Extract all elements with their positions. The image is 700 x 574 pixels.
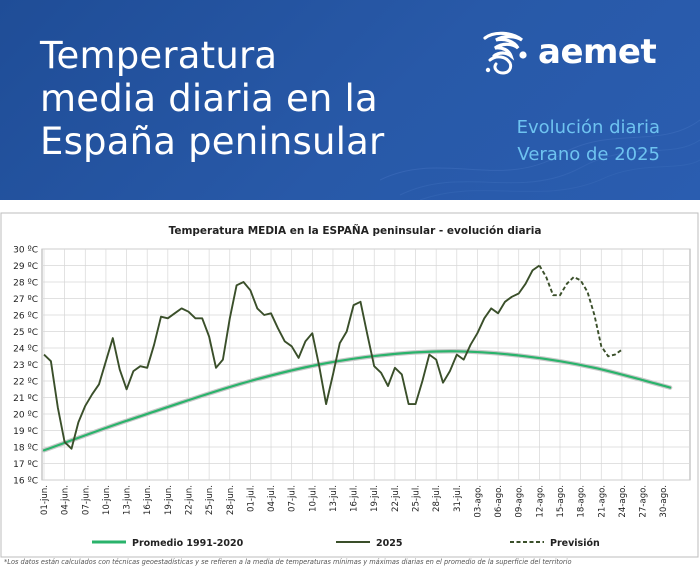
series-line-2025 — [43, 264, 540, 450]
aemet-logo: aemet — [482, 30, 672, 80]
subtitle-line-2: Verano de 2025 — [517, 144, 660, 165]
subtitle-line-1: Evolución diaria — [516, 117, 660, 138]
x-tick-label: 21-ago. — [597, 485, 607, 518]
page-title: Temperatura media diaria en la España pe… — [40, 34, 384, 163]
wave-decoration — [380, 119, 700, 200]
x-tick-label: 19-jul. — [370, 485, 380, 512]
y-tick-label: 21 ºC — [13, 394, 38, 404]
temperature-chart: Temperatura MEDIA en la ESPAÑA peninsula… — [0, 212, 699, 558]
y-tick-label: 25 ºC — [13, 328, 38, 338]
x-tick-label: 09-ago. — [515, 485, 525, 518]
x-tick-label: 30-ago. — [659, 485, 669, 518]
y-tick-label: 29 ºC — [13, 262, 38, 272]
x-tick-label: 15-ago. — [556, 485, 566, 518]
x-tick-label: 04-jun. — [61, 485, 71, 515]
title-line-3: España peninsular — [40, 120, 385, 163]
chart-title: Temperatura MEDIA en la ESPAÑA peninsula… — [169, 224, 542, 237]
x-tick-label: 25-jul. — [412, 485, 422, 512]
legend-label: Previsión — [550, 538, 600, 549]
x-tick-label: 10-jun. — [102, 485, 112, 515]
series-line-average — [42, 350, 672, 452]
subtitle: Evolución diaria Verano de 2025 — [517, 114, 660, 168]
brand-name: aemet — [538, 32, 657, 72]
y-tick-label: 30 ºC — [13, 246, 38, 256]
y-tick-label: 20 ºC — [13, 411, 38, 421]
y-tick-label: 27 ºC — [13, 295, 38, 305]
aemet-swirl-icon — [483, 31, 527, 75]
y-tick-label: 28 ºC — [13, 279, 38, 289]
x-tick-label: 22-jun. — [184, 485, 194, 515]
x-tick-label: 06-ago. — [494, 485, 504, 518]
y-tick-label: 19 ºC — [13, 427, 38, 437]
x-tick-label: 13-jun. — [123, 485, 133, 515]
y-tick-label: 16 ºC — [13, 477, 38, 487]
x-tick-label: 01-jun. — [40, 485, 50, 515]
x-tick-label: 28-jun. — [226, 485, 236, 515]
y-tick-label: 23 ºC — [13, 361, 38, 371]
header-banner: Temperatura media diaria en la España pe… — [0, 0, 700, 200]
x-tick-label: 16-jun. — [143, 485, 153, 515]
y-tick-label: 22 ºC — [13, 378, 38, 388]
x-tick-label: 16-jul. — [350, 485, 360, 512]
y-tick-label: 24 ºC — [13, 345, 38, 355]
x-tick-label: 19-jun. — [164, 485, 174, 515]
series-line-forecast — [538, 265, 623, 358]
x-tick-label: 07-jul. — [288, 485, 298, 512]
legend-label: Promedio 1991-2020 — [132, 538, 244, 549]
x-tick-label: 28-jul. — [432, 485, 442, 512]
x-tick-label: 10-jul. — [308, 485, 318, 512]
x-tick-label: 01-jul. — [246, 485, 256, 512]
x-tick-label: 24-ago. — [618, 485, 628, 518]
x-tick-label: 18-ago. — [577, 485, 587, 518]
y-tick-label: 18 ºC — [13, 444, 38, 454]
x-tick-label: 25-jun. — [205, 485, 215, 515]
x-tick-label: 13-jul. — [329, 485, 339, 512]
chart-panel: Temperatura MEDIA en la ESPAÑA peninsula… — [0, 212, 700, 574]
x-tick-label: 07-jun. — [81, 485, 91, 515]
x-tick-label: 04-jul. — [267, 485, 277, 512]
y-tick-label: 17 ºC — [13, 460, 38, 470]
x-tick-label: 03-ago. — [473, 485, 483, 518]
title-line-1: Temperatura — [40, 34, 278, 77]
x-tick-label: 31-jul. — [453, 485, 463, 512]
title-line-2: media diaria en la — [40, 77, 378, 120]
divider — [0, 200, 700, 212]
legend-label: 2025 — [376, 538, 402, 549]
y-tick-label: 26 ºC — [13, 312, 38, 322]
x-tick-label: 12-ago. — [535, 485, 545, 518]
x-tick-label: 27-ago. — [639, 485, 649, 518]
footnote: *Los datos están calculados con técnicas… — [4, 558, 572, 566]
x-tick-label: 22-jul. — [391, 485, 401, 512]
